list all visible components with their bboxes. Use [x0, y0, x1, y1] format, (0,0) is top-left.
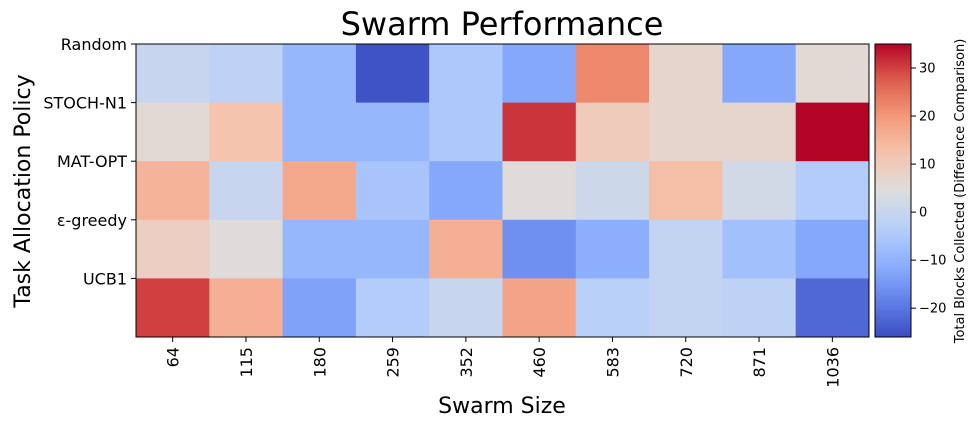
heatmap-cell — [209, 219, 284, 279]
heatmap-cell — [575, 219, 650, 279]
heatmap-cell — [136, 161, 210, 221]
heatmap-cell — [355, 44, 430, 104]
heatmap-cell — [795, 161, 870, 221]
heatmap-cell — [575, 161, 650, 221]
heatmap-cell — [355, 102, 430, 162]
heatmap-cell — [502, 219, 577, 279]
colorbar-tick-label: 0 — [919, 206, 927, 221]
heatmap-cell — [136, 44, 210, 104]
colorbar-tick-label: −10 — [919, 254, 946, 269]
x-axis-label: Swarm Size — [438, 394, 566, 419]
heatmap-cell — [355, 278, 430, 338]
x-tick-label: 460 — [530, 347, 549, 378]
x-tick-label: 352 — [457, 347, 476, 378]
heatmap-cell — [722, 219, 797, 279]
heatmap-cell — [649, 219, 723, 279]
x-tick-label: 871 — [750, 347, 769, 378]
heatmap-cell — [429, 102, 503, 162]
heatmap-cell — [209, 102, 284, 162]
heatmap-cell — [795, 219, 870, 279]
heatmap-cell — [722, 102, 797, 162]
heatmap-cell — [575, 102, 650, 162]
y-tick-label: STOCH-N1 — [43, 94, 127, 113]
heatmap-cell — [282, 278, 357, 338]
heatmap-cell — [355, 161, 430, 221]
colorbar-gradient — [874, 43, 912, 338]
colorbar: −20 −10 0 10 20 30 — [874, 43, 946, 338]
heatmap-cell — [209, 44, 284, 104]
heatmap-cell — [136, 102, 210, 162]
heatmap-cell — [575, 278, 650, 338]
y-axis-ticks: Random STOCH-N1 MAT-OPT ε-greedy UCB1 — [43, 35, 136, 288]
heatmap-cell — [429, 219, 503, 279]
y-tick-label: ε-greedy — [57, 211, 127, 230]
heatmap-cell — [722, 278, 797, 338]
x-tick-label: 259 — [384, 347, 403, 378]
heatmap-cell — [355, 219, 430, 279]
x-tick-label: 180 — [310, 347, 329, 378]
heatmap-cell — [136, 278, 210, 338]
heatmap-cell — [282, 219, 357, 279]
heatmap-cell — [209, 161, 284, 221]
heatmap-cells — [136, 44, 870, 338]
y-tick-label: UCB1 — [83, 269, 127, 288]
heatmap-cell — [795, 278, 870, 338]
x-tick-label: 583 — [603, 347, 622, 378]
heatmap-cell — [429, 44, 503, 104]
y-tick-label: MAT-OPT — [57, 152, 127, 171]
colorbar-label: Total Blocks Collected (Difference Compa… — [953, 39, 968, 345]
x-tick-label: 720 — [677, 347, 696, 378]
heatmap-cell — [722, 44, 797, 104]
heatmap-cell — [795, 44, 870, 104]
heatmap-cell — [502, 44, 577, 104]
y-axis-label: Task Allocation Policy — [11, 74, 36, 308]
heatmap-cell — [282, 44, 357, 104]
heatmap-cell — [649, 44, 723, 104]
x-tick-label: 1036 — [823, 347, 842, 388]
x-tick-label: 64 — [164, 347, 183, 367]
colorbar-tick-label: −20 — [919, 302, 946, 317]
colorbar-tick-label: 30 — [919, 62, 936, 77]
heatmap-cell — [282, 102, 357, 162]
colorbar-tick-label: 10 — [919, 158, 936, 173]
heatmap-cell — [502, 161, 577, 221]
heatmap-cell — [575, 44, 650, 104]
y-tick-label: Random — [61, 35, 127, 54]
x-tick-label: 115 — [237, 347, 256, 378]
heatmap-cell — [502, 102, 577, 162]
heatmap-cell — [282, 161, 357, 221]
heatmap-cell — [649, 278, 723, 338]
chart-title: Swarm Performance — [341, 5, 664, 43]
heatmap-cell — [649, 161, 723, 221]
heatmap-cell — [136, 219, 210, 279]
heatmap-cell — [502, 278, 577, 338]
heatmap-cell — [429, 278, 503, 338]
heatmap-cell — [722, 161, 797, 221]
heatmap-cell — [649, 102, 723, 162]
heatmap-cell — [429, 161, 503, 221]
heatmap-cell — [795, 102, 870, 162]
x-axis-ticks: 64 115 180 259 352 460 583 720 871 1036 — [164, 337, 842, 388]
plot-frame — [135, 43, 870, 338]
colorbar-tick-label: 20 — [919, 110, 936, 125]
heatmap-cell — [209, 278, 284, 338]
